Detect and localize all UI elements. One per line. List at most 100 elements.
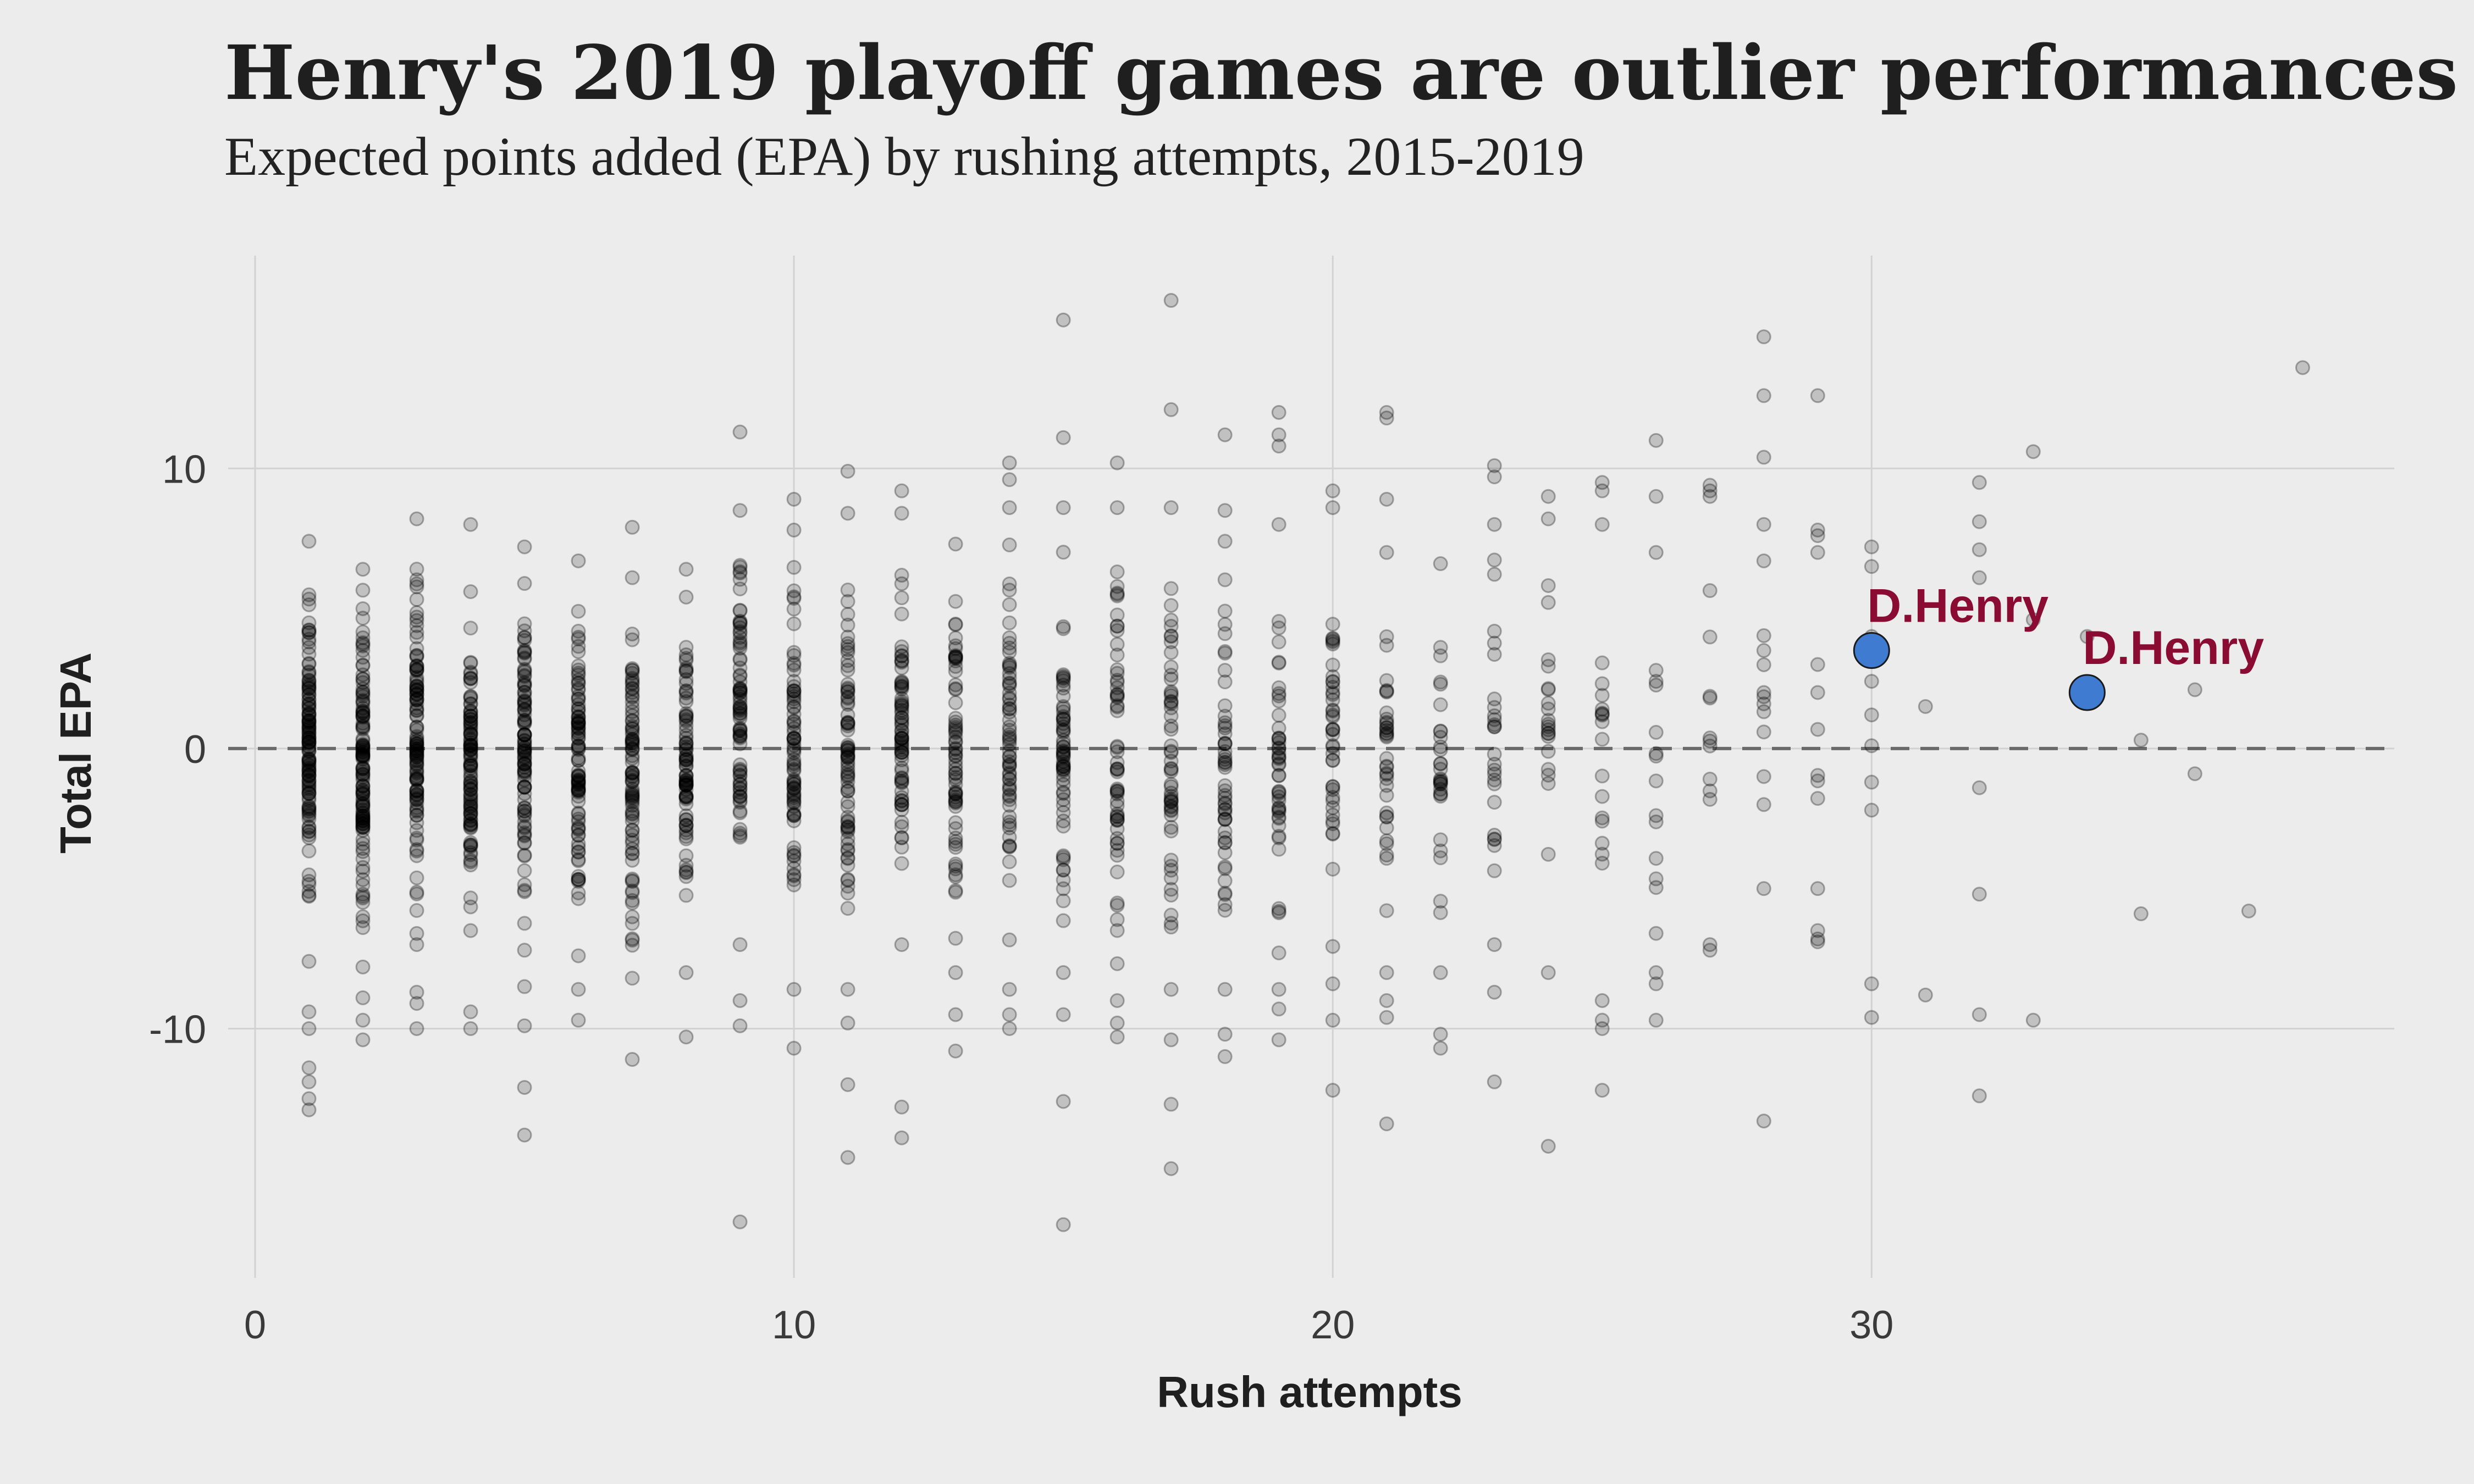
background-point: [948, 735, 963, 750]
background-point: [732, 829, 748, 845]
background-point: [1056, 749, 1071, 764]
background-point: [1056, 722, 1071, 738]
background-point: [1433, 774, 1448, 790]
background-point: [840, 607, 855, 622]
background-point: [1487, 458, 1502, 473]
background-point: [894, 761, 909, 776]
background-point: [355, 743, 371, 758]
background-point: [517, 828, 532, 844]
background-point: [625, 971, 640, 986]
background-point: [1109, 636, 1125, 652]
background-point: [625, 765, 640, 780]
background-point: [1056, 723, 1071, 738]
background-point: [1271, 751, 1286, 766]
background-point: [732, 937, 748, 953]
background-point: [1756, 724, 1771, 740]
background-point: [625, 663, 640, 678]
background-point: [1217, 982, 1233, 997]
background-point: [1325, 630, 1340, 646]
background-point: [571, 644, 586, 660]
background-point: [894, 702, 909, 718]
background-point: [409, 690, 424, 706]
background-point: [678, 562, 694, 577]
background-point: [732, 728, 748, 743]
background-point: [1056, 772, 1071, 787]
background-point: [732, 625, 748, 641]
background-point: [1379, 720, 1394, 735]
background-point: [1217, 718, 1233, 733]
background-point: [1056, 767, 1071, 783]
background-point: [1056, 712, 1071, 727]
background-point: [1325, 816, 1340, 832]
background-point: [463, 727, 478, 742]
background-point: [1864, 674, 1879, 689]
background-point: [517, 883, 532, 898]
background-point: [1217, 726, 1233, 741]
background-point: [409, 783, 424, 798]
background-point: [1379, 726, 1394, 741]
background-point: [1487, 700, 1502, 715]
background-point: [409, 675, 424, 690]
background-point: [1002, 676, 1017, 691]
background-point: [463, 797, 478, 812]
background-point: [1487, 766, 1502, 782]
henry-annotation-label-2: D.Henry: [2083, 622, 2264, 674]
background-point: [517, 740, 532, 756]
background-point: [463, 671, 478, 686]
background-point: [1056, 754, 1071, 769]
background-point: [1756, 696, 1771, 712]
background-point: [1056, 689, 1071, 704]
background-point: [517, 1127, 532, 1143]
background-point: [1002, 658, 1017, 673]
background-point: [1271, 741, 1286, 756]
background-point: [463, 712, 478, 727]
background-point: [571, 869, 586, 884]
background-point: [1379, 720, 1394, 735]
background-point: [301, 773, 317, 788]
background-point: [463, 708, 478, 724]
background-point: [409, 641, 424, 656]
background-point: [1109, 680, 1125, 695]
background-point: [1109, 586, 1125, 602]
background-point: [571, 827, 586, 843]
background-point: [1109, 744, 1125, 760]
background-point: [517, 827, 532, 843]
background-point: [1109, 923, 1125, 938]
background-point: [786, 772, 802, 788]
background-point: [355, 1032, 371, 1048]
background-point: [1325, 721, 1340, 737]
background-point: [355, 685, 371, 700]
background-point: [355, 721, 371, 737]
background-point: [571, 783, 586, 799]
background-point: [463, 690, 478, 706]
background-point: [463, 747, 478, 763]
background-point: [840, 774, 855, 789]
background-point: [732, 668, 748, 684]
background-point: [301, 715, 317, 730]
background-point: [571, 948, 586, 964]
background-point: [1540, 722, 1556, 738]
background-point: [840, 765, 855, 780]
background-point: [948, 649, 963, 665]
background-point: [1648, 808, 1664, 823]
background-point: [678, 736, 694, 751]
background-point: [786, 716, 802, 732]
background-point: [894, 763, 909, 778]
background-point: [625, 685, 640, 700]
background-point: [463, 738, 478, 754]
background-point: [571, 783, 586, 798]
background-point: [301, 751, 317, 767]
background-point: [1433, 850, 1448, 866]
background-point: [571, 763, 586, 779]
background-point: [678, 848, 694, 863]
background-point: [786, 522, 802, 538]
background-point: [355, 990, 371, 1005]
background-point: [840, 715, 855, 730]
background-point: [301, 786, 317, 801]
background-point: [355, 740, 371, 755]
background-point: [301, 803, 317, 818]
background-point: [409, 708, 424, 724]
background-point: [786, 657, 802, 673]
background-point: [463, 776, 478, 791]
background-point: [301, 587, 317, 602]
